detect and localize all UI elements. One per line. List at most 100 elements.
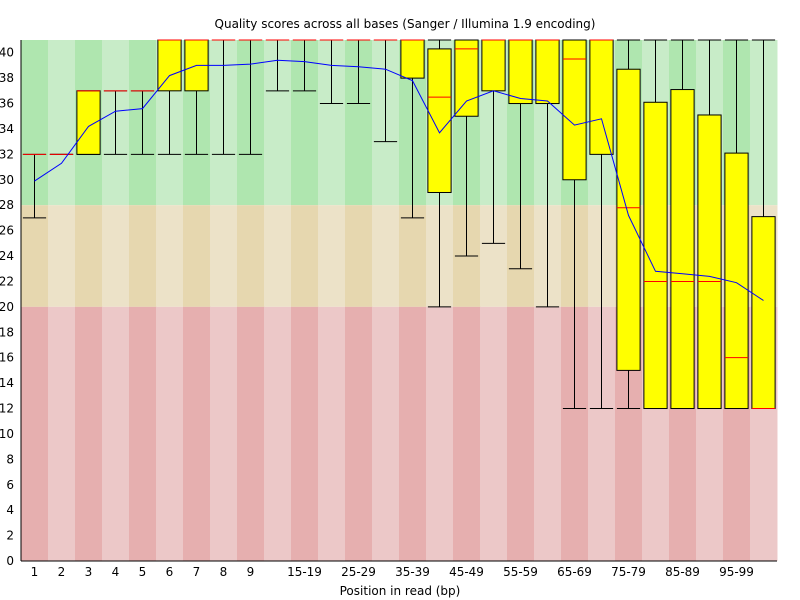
x-tick-label: 7	[193, 565, 201, 579]
iqr-box	[724, 152, 749, 410]
y-tick-label: 0	[6, 554, 14, 568]
band-poor-stripe	[399, 306, 427, 561]
band-poor-stripe	[372, 306, 400, 561]
x-tick-label: 55-59	[503, 565, 538, 579]
band-poor-stripe	[480, 306, 508, 561]
iqr-box	[751, 216, 776, 410]
box-8	[211, 39, 236, 155]
band-reasonable-stripe	[75, 205, 103, 307]
band-reasonable-stripe	[264, 205, 292, 307]
mean-line	[34, 59, 764, 301]
box-3	[76, 90, 101, 155]
iqr-box	[481, 39, 506, 92]
band-reasonable-stripe	[210, 205, 238, 307]
band-poor-stripe	[291, 306, 319, 561]
band-poor-stripe	[426, 306, 454, 561]
iqr-box	[697, 114, 722, 410]
iqr-box	[427, 48, 452, 193]
band-poor-stripe	[453, 306, 481, 561]
band-poor-stripe	[75, 306, 103, 561]
iqr-box	[562, 39, 587, 181]
band-poor-stripe	[345, 306, 373, 561]
band-reasonable-stripe	[102, 205, 130, 307]
iqr-box	[616, 68, 641, 371]
box-10-14	[265, 39, 290, 92]
band-poor-stripe	[318, 306, 346, 561]
box-85-89	[670, 39, 695, 410]
band-poor-stripe	[210, 306, 238, 561]
box-6	[157, 39, 182, 155]
band-good-stripe	[48, 40, 76, 206]
iqr-box	[670, 89, 695, 410]
box-80-84	[643, 39, 668, 410]
box-25-29	[346, 39, 371, 105]
box-9	[238, 39, 263, 155]
box-35-39	[400, 39, 425, 219]
x-tick-label: 75-79	[611, 565, 646, 579]
band-reasonable-stripe	[156, 205, 184, 307]
mean-line-layer	[34, 59, 764, 301]
iqr-box	[508, 39, 533, 105]
y-tick-label: 22	[0, 274, 14, 288]
box-90-94	[697, 39, 722, 410]
box-70-74	[589, 39, 614, 410]
x-tick-label: 2	[58, 565, 66, 579]
y-tick-label: 10	[0, 427, 14, 441]
box-5	[130, 90, 155, 155]
band-poor-stripe	[183, 306, 211, 561]
box-15-19	[292, 39, 317, 92]
iqr-box	[157, 39, 182, 92]
x-tick-label: 4	[112, 565, 120, 579]
band-poor-stripe	[21, 306, 49, 561]
band-poor-stripe	[237, 306, 265, 561]
x-tick-label: 5	[139, 565, 147, 579]
x-tick-label: 1	[31, 565, 39, 579]
x-tick-label: 45-49	[449, 565, 484, 579]
x-axis-tick-labels: 1 2 3 4 5 6 7 8 9 15-19 25-29 35-39 45-49 55-59 65-69 7…	[31, 565, 754, 579]
chart-axes	[20, 40, 777, 562]
band-reasonable-stripe	[183, 205, 211, 307]
y-tick-label: 24	[0, 249, 14, 263]
y-tick-label: 40	[0, 46, 14, 60]
box-45-49	[454, 39, 479, 257]
y-tick-label: 30	[0, 173, 14, 187]
box-20-24	[319, 39, 344, 105]
y-tick-label: 18	[0, 325, 14, 339]
box-95-99	[724, 39, 749, 410]
iqr-box	[400, 39, 425, 79]
band-reasonable-stripe	[237, 205, 265, 307]
iqr-box	[535, 39, 560, 105]
band-poor-stripe	[129, 306, 157, 561]
x-tick-label: 35-39	[395, 565, 430, 579]
box-75-79	[616, 39, 641, 410]
y-tick-label: 26	[0, 224, 14, 238]
box-30-34	[373, 39, 398, 143]
x-tick-label: 9	[247, 565, 255, 579]
x-tick-label: 8	[220, 565, 228, 579]
band-reasonable-stripe	[21, 205, 49, 307]
iqr-box	[643, 101, 668, 410]
band-reasonable-stripe	[48, 205, 76, 307]
band-poor-stripe	[102, 306, 130, 561]
y-tick-label: 4	[6, 503, 14, 517]
x-axis-label: Position in read (bp)	[340, 584, 461, 598]
band-reasonable-stripe	[345, 205, 373, 307]
y-tick-label: 28	[0, 198, 14, 212]
y-tick-label: 6	[6, 478, 14, 492]
band-poor-stripe	[534, 306, 562, 561]
x-tick-label: 95-99	[719, 565, 754, 579]
box-1	[22, 153, 47, 219]
band-poor-stripe	[156, 306, 184, 561]
band-poor-stripe	[264, 306, 292, 561]
y-tick-label: 38	[0, 71, 14, 85]
box-40-44	[427, 39, 452, 308]
x-tick-label: 3	[85, 565, 93, 579]
iqr-box	[589, 39, 614, 155]
y-tick-label: 36	[0, 97, 14, 111]
box-60-64	[535, 39, 560, 308]
y-tick-label: 14	[0, 376, 14, 390]
band-reasonable-stripe	[318, 205, 346, 307]
x-tick-label: 15-19	[287, 565, 322, 579]
